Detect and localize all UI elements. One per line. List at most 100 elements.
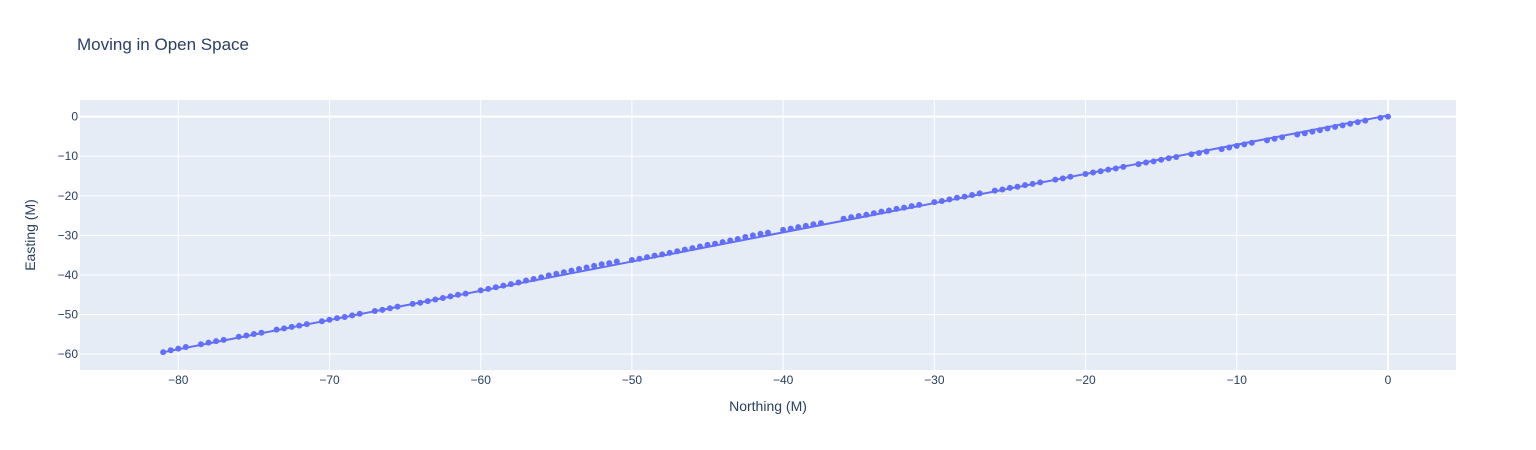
data-point <box>666 249 673 256</box>
data-point <box>281 325 288 332</box>
data-point <box>659 251 666 258</box>
y-tick-label: −50 <box>58 308 79 322</box>
data-point <box>1384 113 1391 120</box>
data-point <box>485 285 492 292</box>
data-point <box>492 284 499 291</box>
data-point <box>969 192 976 199</box>
data-point <box>1165 155 1172 162</box>
y-gridlines <box>80 115 1456 355</box>
data-point <box>817 220 824 227</box>
data-point <box>644 254 651 261</box>
y-tick-label: −40 <box>58 268 79 282</box>
x-tick-label: −70 <box>319 373 340 387</box>
data-point <box>1316 127 1323 134</box>
data-point <box>1324 125 1331 132</box>
marker-layer <box>160 113 1391 356</box>
data-point <box>870 210 877 217</box>
data-point <box>1120 163 1127 170</box>
data-point <box>689 245 696 252</box>
data-point <box>991 187 998 194</box>
data-point <box>1248 139 1255 146</box>
data-point <box>296 322 303 329</box>
x-tick-label: −30 <box>924 373 945 387</box>
data-point <box>379 306 386 313</box>
data-point <box>371 308 378 315</box>
data-point <box>530 275 537 282</box>
data-point <box>1195 150 1202 157</box>
data-point <box>946 196 953 203</box>
data-point <box>1022 182 1029 189</box>
data-point <box>1029 180 1036 187</box>
data-point <box>712 240 719 247</box>
x-tick-label: −60 <box>471 373 492 387</box>
data-point <box>1279 134 1286 141</box>
y-tick-label: −30 <box>58 228 79 242</box>
data-point <box>250 330 257 337</box>
data-point <box>802 222 809 229</box>
data-point <box>1301 130 1308 137</box>
data-point <box>1271 135 1278 142</box>
y-tick-label: −20 <box>58 189 79 203</box>
data-point <box>954 194 961 201</box>
data-point <box>1150 158 1157 165</box>
data-point <box>568 267 575 274</box>
x-tick-labels: −80 −70 −60 −50 −40 −30 −20 −10 0 <box>168 373 1392 387</box>
y-axis-title: Easting (M) <box>22 199 38 271</box>
data-point <box>916 201 923 208</box>
data-point <box>848 214 855 221</box>
data-point <box>462 290 469 297</box>
data-point <box>719 239 726 246</box>
data-point <box>1112 165 1119 172</box>
data-point <box>1059 175 1066 182</box>
data-point <box>1105 166 1112 173</box>
trend-line <box>162 114 1389 354</box>
data-point <box>681 246 688 253</box>
data-point <box>961 193 968 200</box>
chart-title: Moving in Open Space <box>77 35 249 54</box>
data-point <box>1362 117 1369 124</box>
data-point <box>273 326 280 333</box>
data-point <box>1332 123 1339 130</box>
data-point <box>523 277 530 284</box>
data-point <box>235 333 242 340</box>
data-point <box>538 274 545 281</box>
x-tick-label: 0 <box>1385 373 1392 387</box>
data-point <box>938 197 945 204</box>
data-point <box>901 204 908 211</box>
data-point <box>386 305 393 312</box>
data-point <box>205 339 212 346</box>
data-point <box>598 261 605 268</box>
data-point <box>545 272 552 279</box>
data-point <box>1377 114 1384 121</box>
data-point <box>651 252 658 259</box>
data-point <box>575 266 582 273</box>
data-point <box>288 323 295 330</box>
data-point <box>863 211 870 218</box>
data-point <box>893 205 900 212</box>
x-tick-label: −10 <box>1227 373 1248 387</box>
data-point <box>734 235 741 242</box>
data-point <box>1090 169 1097 176</box>
data-point <box>243 332 250 339</box>
data-point <box>318 318 325 325</box>
data-point <box>303 321 310 328</box>
data-point <box>878 208 885 215</box>
data-point <box>326 316 333 323</box>
data-point <box>636 255 643 262</box>
data-point <box>432 296 439 303</box>
data-point <box>439 294 446 301</box>
data-point <box>560 269 567 276</box>
data-point <box>908 203 915 210</box>
data-point <box>749 232 756 239</box>
data-point <box>507 281 514 288</box>
data-point <box>840 215 847 222</box>
data-point <box>674 248 681 255</box>
data-point <box>1218 146 1225 153</box>
data-point <box>1347 120 1354 127</box>
data-point <box>1052 176 1059 183</box>
data-point <box>1226 144 1233 151</box>
x-tick-label: −40 <box>773 373 794 387</box>
x-tick-label: −50 <box>622 373 643 387</box>
